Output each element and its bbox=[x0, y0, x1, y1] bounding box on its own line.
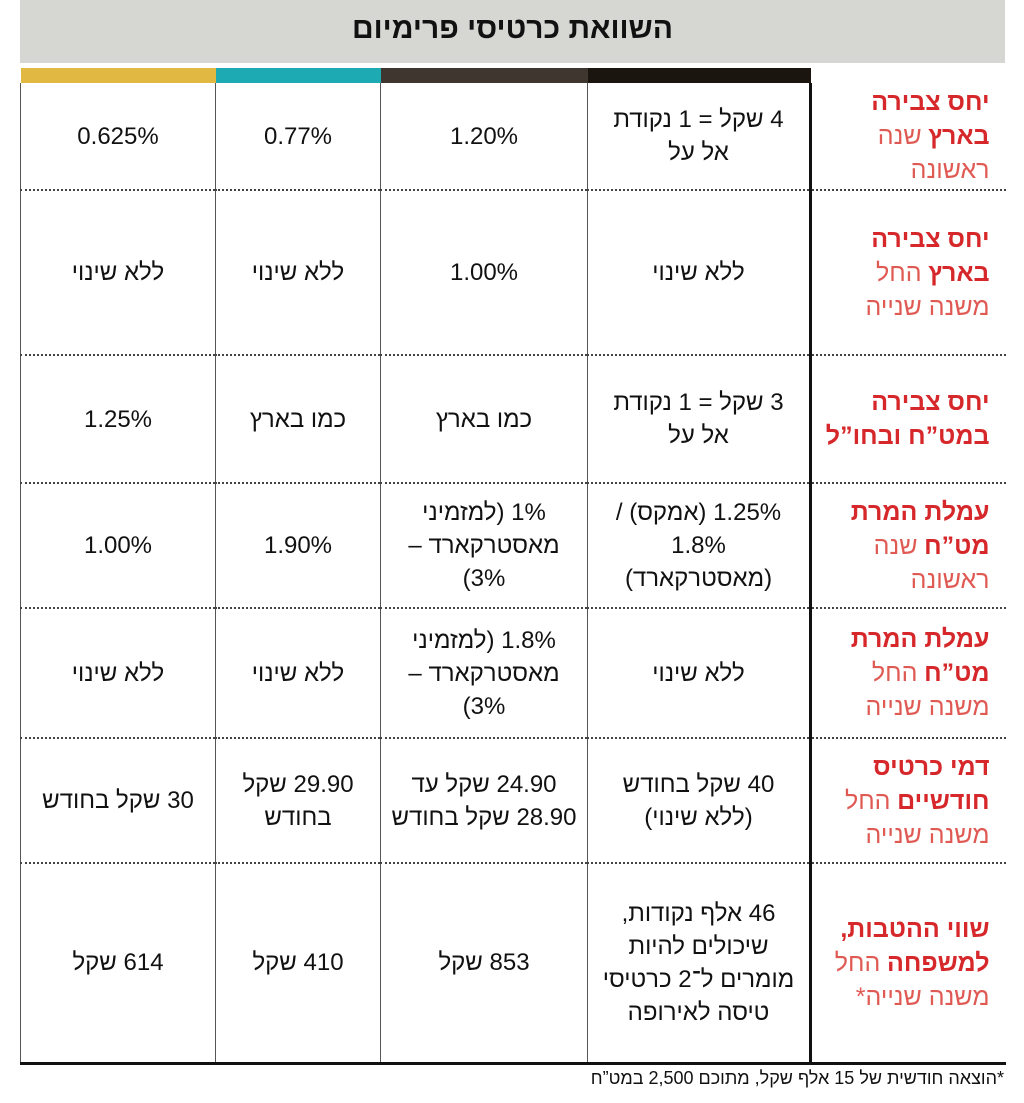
row-label: יחס צבירה בארץ bbox=[871, 88, 990, 150]
row-sublabel: שנה ראשונה bbox=[873, 531, 990, 594]
row-label: יחס צבירה במט”ח ובחו”ל bbox=[825, 388, 990, 450]
row-header: דמי כרטיס חודשיים החל משנה שנייה bbox=[809, 738, 1006, 864]
table-row: יחס צבירה בארץ החל משנה שנייה ללא שינוי 1.… bbox=[20, 190, 1006, 356]
table-row: שווי ההטבות, למשפחה החל משנה שנייה* 46 אל… bbox=[20, 863, 1006, 1065]
table-cell: 410 שקל bbox=[215, 863, 381, 1065]
table-cell: 29.90 שקל בחודש bbox=[215, 738, 381, 864]
table-cell: ללא שינוי bbox=[215, 608, 381, 739]
table-cell: 4 שקל = 1 נקודת אל על bbox=[587, 83, 811, 191]
table-row: יחס צבירה במט”ח ובחו”ל 3 שקל = 1 נקודת אל… bbox=[20, 355, 1006, 484]
table-cell: כמו בארץ bbox=[215, 355, 381, 484]
title: השוואת כרטיסי פרימיום bbox=[20, 0, 1005, 63]
row-sublabel: שנה ראשונה bbox=[877, 122, 990, 184]
table-cell: 1.25% bbox=[20, 355, 216, 484]
table-cell: ללא שינוי bbox=[20, 190, 216, 356]
table-cell: 1.00% bbox=[380, 190, 588, 356]
row-header: יחס צבירה בארץ החל משנה שנייה bbox=[809, 190, 1006, 356]
row-label: עמלת המרת מט”ח bbox=[850, 497, 990, 560]
row-header: שווי ההטבות, למשפחה החל משנה שנייה* bbox=[809, 863, 1006, 1065]
row-sublabel: החל משנה שנייה* bbox=[834, 948, 990, 1011]
row-header: יחס צבירה במט”ח ובחו”ל bbox=[809, 355, 1006, 484]
table-cell: 0.625% bbox=[20, 83, 216, 191]
row-label: דמי כרטיס חודשיים bbox=[873, 752, 990, 815]
table-cell: ללא שינוי bbox=[587, 608, 811, 739]
table-cell: 30 שקל בחודש bbox=[20, 738, 216, 864]
comparison-table: יחס צבירה בארץ שנה ראשונה 4 שקל = 1 נקודת… bbox=[20, 68, 1006, 1065]
table-cell: 40 שקל בחודש (ללא שינוי) bbox=[587, 738, 811, 864]
table-row: דמי כרטיס חודשיים החל משנה שנייה 40 שקל ב… bbox=[20, 738, 1006, 864]
row-label: שווי ההטבות, למשפחה bbox=[840, 914, 990, 977]
table-cell: 3 שקל = 1 נקודת אל על bbox=[587, 355, 811, 484]
table-cell: 1.8% (למזמיני מאסטרקארד – 3%) bbox=[380, 608, 588, 739]
row-label: עמלת המרת מט”ח bbox=[850, 625, 990, 687]
table-row: עמלת המרת מט”ח החל משנה שנייה ללא שינוי 1.… bbox=[20, 608, 1006, 739]
table-row: יחס צבירה בארץ שנה ראשונה 4 שקל = 1 נקודת… bbox=[20, 83, 1006, 191]
table-cell: 853 שקל bbox=[380, 863, 588, 1065]
footnote: *הוצאה חודשית של 15 אלף שקל, מתוכם 2,500… bbox=[590, 1068, 1004, 1088]
table-cell: 1% (למזמיני מאסטרקארד – 3%) bbox=[380, 483, 588, 609]
table-cell: כמו בארץ bbox=[380, 355, 588, 484]
row-sublabel: החל משנה שנייה bbox=[865, 659, 990, 721]
row-header: יחס צבירה בארץ שנה ראשונה bbox=[809, 83, 1006, 191]
row-header: עמלת המרת מט”ח שנה ראשונה bbox=[809, 483, 1006, 609]
table-cell: 1.20% bbox=[380, 83, 588, 191]
table-cell: 24.90 שקל עד 28.90 שקל בחודש bbox=[380, 738, 588, 864]
table-cell: 1.00% bbox=[20, 483, 216, 609]
table-cell: ללא שינוי bbox=[20, 608, 216, 739]
table-cell: ללא שינוי bbox=[587, 190, 811, 356]
row-header: עמלת המרת מט”ח החל משנה שנייה bbox=[809, 608, 1006, 739]
row-sublabel: החל משנה שנייה bbox=[844, 786, 990, 849]
table-body: יחס צבירה בארץ שנה ראשונה 4 שקל = 1 נקודת… bbox=[20, 68, 1006, 1065]
table-cell: 1.90% bbox=[215, 483, 381, 609]
color-bar-row bbox=[20, 68, 1006, 83]
row-sublabel: החל משנה שנייה bbox=[865, 258, 990, 321]
table-row: עמלת המרת מט”ח שנה ראשונה 1.25% (אמקס) / … bbox=[20, 483, 1006, 609]
table-cell: 46 אלף נקודות, שיכולים להיות מומרים ל־2 … bbox=[587, 863, 811, 1065]
row-label: יחס צבירה בארץ bbox=[871, 224, 990, 287]
table-cell: ללא שינוי bbox=[215, 190, 381, 356]
table-cell: 1.25% (אמקס) / 1.8% (מאסטרקארד) bbox=[587, 483, 811, 609]
table-cell: 0.77% bbox=[215, 83, 381, 191]
table-cell: 614 שקל bbox=[20, 863, 216, 1065]
